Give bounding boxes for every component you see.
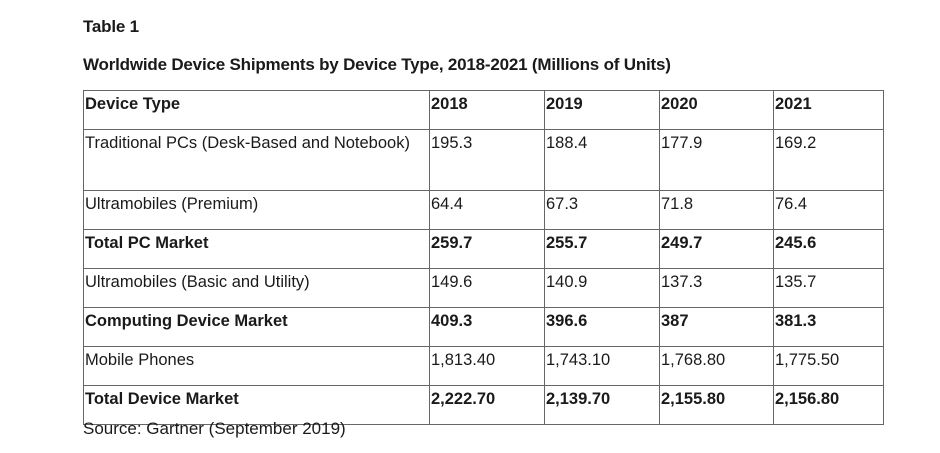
cell-value: 195.3 — [429, 129, 545, 191]
table-row: Traditional PCs (Desk-Based and Notebook… — [83, 129, 884, 191]
cell-value: 2,222.70 — [429, 385, 545, 425]
cell-value: 387 — [659, 307, 774, 347]
cell-value: 249.7 — [659, 229, 774, 269]
shipments-table: Device Type 2018 2019 2020 2021 Traditio… — [83, 90, 884, 425]
header-2020: 2020 — [659, 90, 774, 130]
table-row: Mobile Phones 1,813.40 1,743.10 1,768.80… — [83, 346, 884, 386]
cell-value: 1,768.80 — [659, 346, 774, 386]
cell-value: 135.7 — [773, 268, 884, 308]
cell-value: 255.7 — [544, 229, 660, 269]
row-label: Computing Device Market — [83, 307, 430, 347]
cell-value: 259.7 — [429, 229, 545, 269]
cell-value: 245.6 — [773, 229, 884, 269]
table-row-total: Total PC Market 259.7 255.7 249.7 245.6 — [83, 229, 884, 269]
cell-value: 1,775.50 — [773, 346, 884, 386]
cell-value: 76.4 — [773, 190, 884, 230]
row-label: Ultramobiles (Basic and Utility) — [83, 268, 430, 308]
source-note: Source: Gartner (September 2019) — [83, 419, 346, 438]
cell-value: 1,743.10 — [544, 346, 660, 386]
cell-value: 140.9 — [544, 268, 660, 308]
table-row: Ultramobiles (Basic and Utility) 149.6 1… — [83, 268, 884, 308]
cell-value: 381.3 — [773, 307, 884, 347]
header-2018: 2018 — [429, 90, 545, 130]
row-label: Total PC Market — [83, 229, 430, 269]
row-label: Ultramobiles (Premium) — [83, 190, 430, 230]
table-row: Ultramobiles (Premium) 64.4 67.3 71.8 76… — [83, 190, 884, 230]
table-label: Table 1 — [83, 17, 139, 36]
cell-value: 2,139.70 — [544, 385, 660, 425]
cell-value: 2,155.80 — [659, 385, 774, 425]
cell-value: 188.4 — [544, 129, 660, 191]
cell-value: 396.6 — [544, 307, 660, 347]
row-label: Mobile Phones — [83, 346, 430, 386]
cell-value: 1,813.40 — [429, 346, 545, 386]
cell-value: 169.2 — [773, 129, 884, 191]
header-device-type: Device Type — [83, 90, 430, 130]
header-2021: 2021 — [773, 90, 884, 130]
cell-value: 137.3 — [659, 268, 774, 308]
table-row-total: Computing Device Market 409.3 396.6 387 … — [83, 307, 884, 347]
header-2019: 2019 — [544, 90, 660, 130]
cell-value: 71.8 — [659, 190, 774, 230]
cell-value: 177.9 — [659, 129, 774, 191]
cell-value: 149.6 — [429, 268, 545, 308]
cell-value: 64.4 — [429, 190, 545, 230]
header-row: Device Type 2018 2019 2020 2021 — [83, 90, 884, 130]
table-title: Worldwide Device Shipments by Device Typ… — [83, 55, 671, 74]
cell-value: 409.3 — [429, 307, 545, 347]
table-row-total: Total Device Market 2,222.70 2,139.70 2,… — [83, 385, 884, 425]
cell-value: 2,156.80 — [773, 385, 884, 425]
cell-value: 67.3 — [544, 190, 660, 230]
row-label: Total Device Market — [83, 385, 430, 425]
row-label: Traditional PCs (Desk-Based and Notebook… — [83, 129, 430, 191]
